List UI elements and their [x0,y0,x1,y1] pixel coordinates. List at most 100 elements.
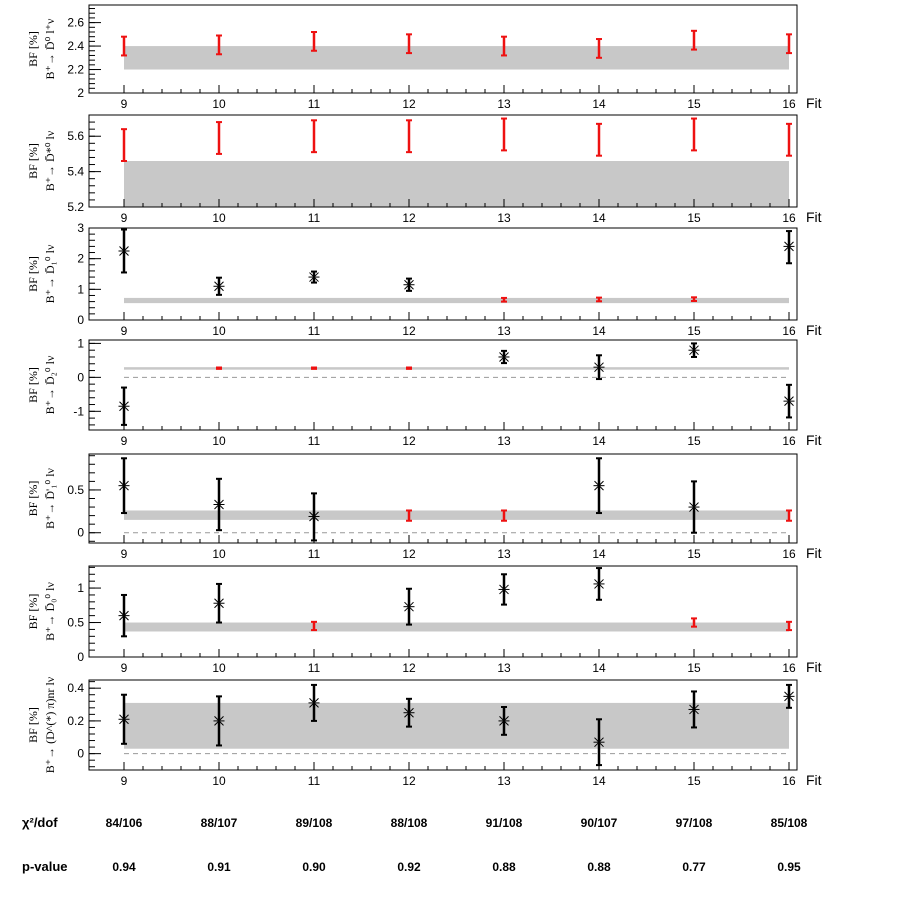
y-axis-decay-label: B⁺→ D̄₀⁰ lν [43,582,57,641]
chi2-label: χ²/dof [22,815,58,830]
data-point [311,620,317,632]
x-tick-label: 9 [121,774,128,788]
data-point [593,457,605,515]
pvalue-label: p-value [22,859,68,874]
x-tick-label: 9 [121,97,128,111]
y-axis-decay-label: B⁺→ D̄₁⁰ lν [43,244,57,303]
y-axis-decay-label: B⁺→ (D^(*) π)nr lν [43,676,57,773]
data-point [121,128,127,162]
x-tick-label: 15 [687,324,701,338]
y-tick-label: 2.4 [67,39,84,53]
x-tick-label: 15 [687,774,701,788]
pvalue-value: 0.88 [587,860,611,874]
y-tick-label: 5.2 [67,200,84,214]
y-tick-label: 0.5 [67,616,84,630]
y-axis-decay-label: B⁺→ D̄'₁⁰ lν [43,467,57,528]
data-point [311,30,317,52]
data-point [688,342,700,358]
data-point [593,567,605,601]
y-tick-label: -1 [73,404,84,418]
frame-1 [88,4,798,94]
data-point [308,683,320,722]
y-axis-decay-label: B⁺→ D̄₂⁰ lν [43,355,57,414]
chi2-value: 89/108 [295,816,333,830]
data-point [688,690,700,729]
data-point [213,695,225,747]
x-tick-label: 16 [782,547,796,561]
y-axis-title: BF [%] [26,594,40,630]
x-tick-label: 9 [121,211,128,225]
x-axis-title: Fit [806,432,822,448]
x-tick-label: 16 [782,324,796,338]
data-point [593,718,605,767]
chi2-value: 88/108 [390,816,428,830]
x-tick-label: 10 [212,97,226,111]
x-tick-label: 14 [592,661,606,675]
y-tick-label: 2.2 [67,63,84,77]
x-tick-label: 14 [592,434,606,448]
x-tick-label: 14 [592,547,606,561]
y-tick-label: 0 [77,370,84,384]
y-tick-label: 5.4 [67,165,84,179]
frame-4 [88,339,798,431]
data-point [501,509,507,522]
y-tick-label: 0.4 [67,681,84,695]
x-tick-label: 11 [308,324,321,338]
data-point [118,386,130,426]
x-tick-label: 10 [212,211,226,225]
y-tick-label: 1 [77,336,84,350]
y-tick-label: 0 [77,526,84,540]
x-tick-label: 11 [308,97,321,111]
y-tick-label: 0 [77,747,84,761]
x-tick-label: 15 [687,547,701,561]
data-point [403,587,415,626]
x-axis-title: Fit [806,772,822,788]
x-tick-label: 16 [782,661,796,675]
data-point [118,693,130,745]
x-axis-title: Fit [806,95,822,111]
x-tick-label: 12 [402,547,416,561]
pvalue-value: 0.90 [302,860,326,874]
frame-6 [88,565,798,658]
data-point [308,270,320,284]
data-point [786,509,792,522]
data-point [216,121,222,155]
y-tick-label: 2 [77,252,84,266]
x-tick-label: 9 [121,434,128,448]
x-tick-label: 10 [212,324,226,338]
x-axis-title: Fit [806,209,822,225]
x-tick-label: 11 [308,434,321,448]
x-tick-label: 13 [497,774,511,788]
x-tick-label: 15 [687,97,701,111]
data-point [501,296,507,303]
x-tick-label: 13 [497,434,511,448]
y-tick-label: 0.5 [67,483,84,497]
band-3 [124,297,789,304]
x-tick-label: 12 [402,661,416,675]
frame-3 [88,227,798,321]
data-point [406,366,412,370]
data-point [403,697,415,728]
y-axis-title: BF [%] [26,143,40,179]
data-point [213,477,225,532]
x-tick-label: 13 [497,211,511,225]
x-axis-title: Fit [806,322,822,338]
x-tick-label: 9 [121,547,128,561]
data-point [406,119,412,154]
data-point [783,683,795,709]
y-axis-title: BF [%] [26,707,40,743]
data-point [121,35,127,57]
chi2-value: 90/107 [580,816,618,830]
x-tick-label: 16 [782,211,796,225]
data-point [596,38,602,59]
data-point [498,349,510,365]
chi2-value: 88/107 [200,816,238,830]
data-point [593,354,605,381]
x-tick-label: 10 [212,661,226,675]
data-point [213,582,225,624]
panel-7: 0 0.2 0.4 9 10 11 12 13 14 15 16 Fit BF [%] B⁺→ (D^(*… [26,676,822,788]
x-tick-label: 14 [592,97,606,111]
y-axis-title: BF [%] [26,367,40,403]
